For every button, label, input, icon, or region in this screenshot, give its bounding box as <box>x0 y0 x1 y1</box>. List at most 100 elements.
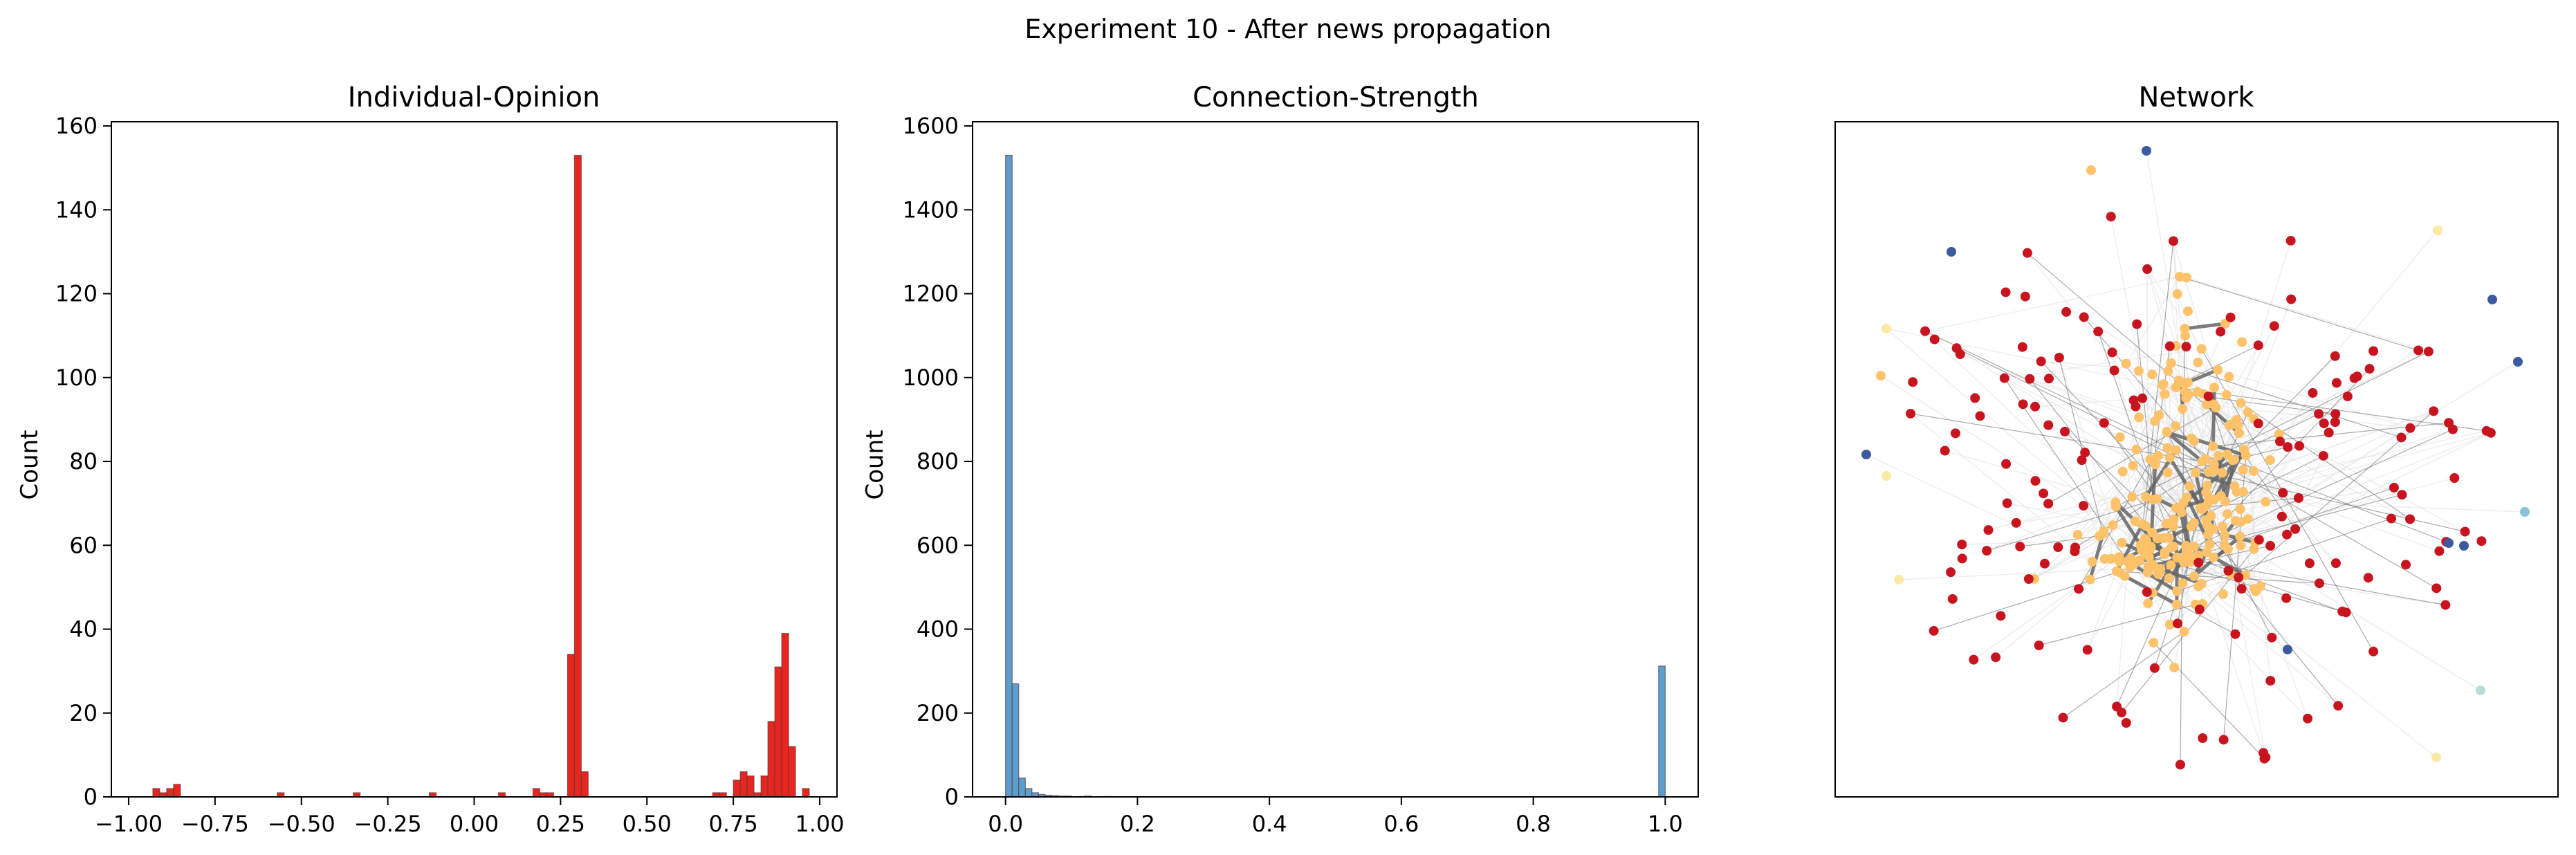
network-node <box>2030 401 2041 412</box>
network-node <box>2140 492 2151 502</box>
network-node <box>2209 383 2219 393</box>
network-node <box>2209 459 2219 470</box>
network-node <box>2153 450 2164 461</box>
network-node <box>2160 389 2170 399</box>
weak-edge <box>2041 360 2169 372</box>
network-node <box>2208 441 2218 452</box>
network-node <box>2276 511 2287 522</box>
x-tick-label: 0.8 <box>1516 811 1551 837</box>
network-node <box>2202 520 2213 531</box>
weak-edge <box>2116 497 2133 707</box>
network-node <box>2460 526 2470 537</box>
strong-edge <box>2063 631 2184 718</box>
weak-edge <box>2171 362 2337 564</box>
network-node <box>2134 412 2144 423</box>
strong-edge <box>1987 498 2158 551</box>
network-node <box>2223 565 2234 576</box>
network-node <box>2193 358 2203 368</box>
network-node <box>2121 718 2131 728</box>
network-node <box>2178 578 2188 589</box>
network-node <box>2043 499 2054 509</box>
network-node <box>2433 226 2442 235</box>
strong-edge <box>2186 429 2454 551</box>
network-node <box>2189 517 2199 528</box>
network-node <box>2236 540 2246 551</box>
network-node <box>2314 409 2324 419</box>
network-node <box>2182 377 2193 387</box>
network-node <box>2128 461 2138 471</box>
y-tick-label: 40 <box>69 616 98 643</box>
network-node <box>2520 507 2530 517</box>
network-node <box>2001 459 2012 469</box>
weak-edge <box>2190 361 2519 562</box>
network-node <box>2235 504 2245 515</box>
y-tick-label: 100 <box>55 365 98 391</box>
network-node <box>2175 502 2185 513</box>
network-node <box>2265 676 2276 686</box>
x-tick-label: −0.75 <box>181 811 249 837</box>
network-node <box>2201 487 2211 497</box>
network-node <box>2182 306 2193 316</box>
y-axis-label: Count <box>16 430 44 500</box>
network-node <box>2142 146 2151 156</box>
strong-edge <box>2136 324 2154 500</box>
network-node <box>2431 753 2441 762</box>
histogram-bar <box>733 780 741 798</box>
network-node <box>2330 351 2340 361</box>
network-node <box>2082 645 2092 655</box>
network-node <box>2513 357 2523 367</box>
weak-edge <box>2004 377 2121 438</box>
network-node <box>2172 586 2182 596</box>
network-node <box>2285 235 2296 246</box>
network-node <box>2002 498 2012 508</box>
network-node <box>2030 476 2041 486</box>
weak-edge <box>2148 576 2239 604</box>
network-node <box>2034 640 2044 650</box>
network-node <box>2039 488 2049 499</box>
network-node <box>2220 530 2230 540</box>
network-node <box>2131 444 2142 454</box>
network-node <box>2080 448 2090 458</box>
y-tick-label: 1200 <box>903 281 959 307</box>
network-node <box>2364 364 2375 374</box>
network-node <box>2254 535 2264 545</box>
histogram-bar <box>152 788 160 798</box>
network-node <box>2079 501 2089 511</box>
network-node <box>2197 457 2207 467</box>
network-node <box>1999 373 2009 383</box>
network-node <box>2274 429 2284 439</box>
network-node <box>2132 319 2142 329</box>
y-tick-label: 0 <box>84 784 98 810</box>
network-node <box>2127 492 2137 502</box>
network-node <box>2149 663 2160 673</box>
network-node <box>2180 324 2190 333</box>
network-node <box>2087 556 2097 567</box>
network-node <box>2363 573 2373 583</box>
network-node <box>2203 391 2214 401</box>
strong-edge <box>2195 470 2236 488</box>
network-node <box>2180 331 2191 341</box>
network-node <box>2389 482 2399 493</box>
network-node <box>1982 546 1992 556</box>
network-node <box>2487 295 2497 304</box>
histogram-bar <box>1011 683 1020 798</box>
network-node <box>2204 467 2214 477</box>
network-node <box>2405 423 2416 433</box>
network-node <box>2172 289 2182 299</box>
x-tick-label: 0.6 <box>1383 811 1419 837</box>
network-node <box>2164 619 2175 629</box>
network-node <box>2303 713 2313 724</box>
y-tick-label: 600 <box>917 532 959 558</box>
weak-edge <box>2119 385 2163 438</box>
network-node <box>2106 212 2116 222</box>
y-tick-label: 1600 <box>903 113 959 139</box>
network-node <box>2216 327 2226 337</box>
network-node <box>1957 540 1967 550</box>
weak-edge <box>2217 369 2411 429</box>
network-node <box>2286 294 2297 304</box>
x-tick-label: 1.00 <box>795 811 844 837</box>
network-node <box>2444 538 2454 548</box>
network-node <box>2149 638 2159 648</box>
network-node <box>1947 247 1956 257</box>
network-node <box>2282 529 2292 540</box>
